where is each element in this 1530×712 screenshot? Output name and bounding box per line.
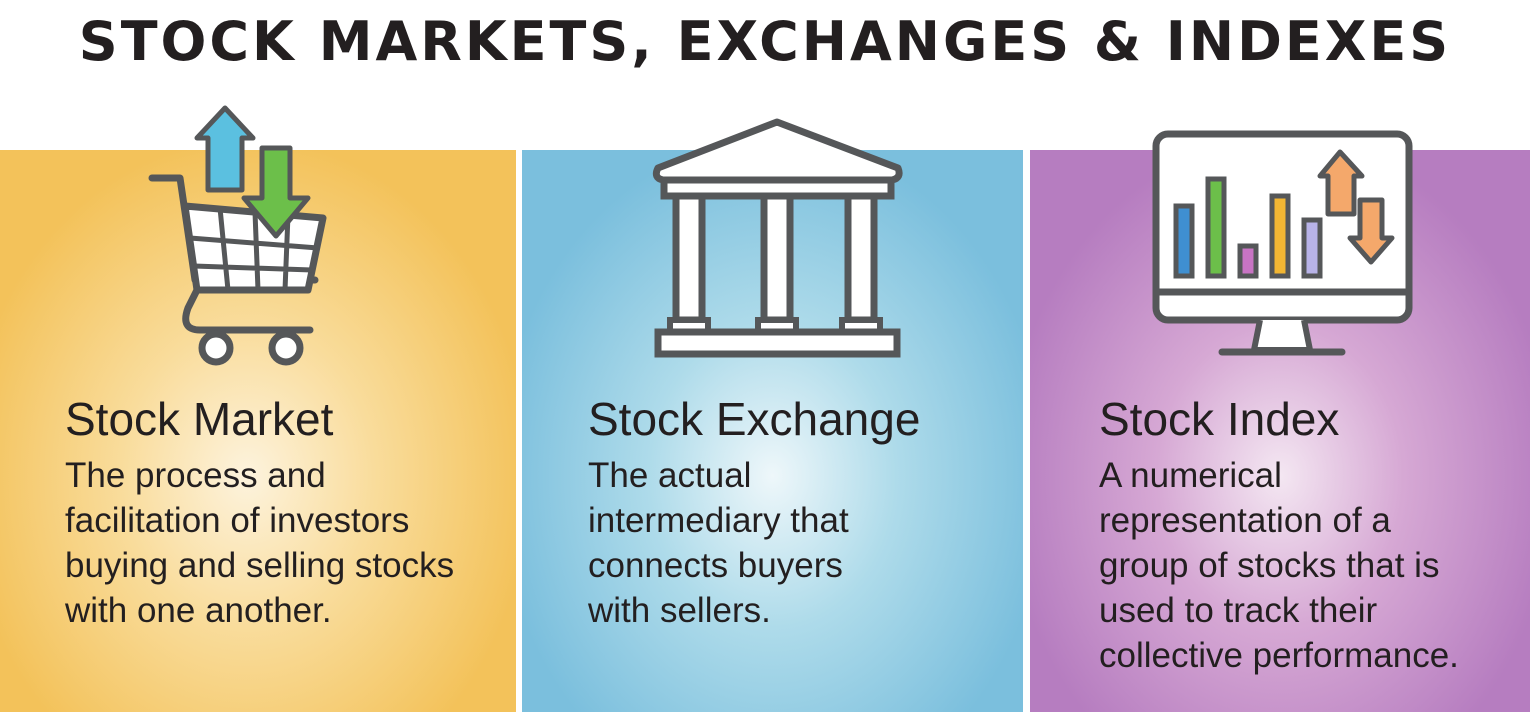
shopping-cart-arrows-icon bbox=[148, 105, 327, 366]
monitor-bar-chart-icon bbox=[1152, 130, 1413, 356]
bank-building-icon bbox=[652, 118, 903, 358]
stock-index-heading: Stock Index bbox=[1099, 393, 1340, 445]
stock-market-description: The process and facilitation of investor… bbox=[65, 456, 455, 630]
stock-index-description: A numerical representation of a group of… bbox=[1099, 456, 1459, 675]
page-title: STOCK MARKETS, EXCHANGES & INDEXES bbox=[78, 10, 1452, 73]
stock-market-heading: Stock Market bbox=[65, 393, 334, 445]
stock-exchange-heading: Stock Exchange bbox=[588, 393, 921, 445]
stock-exchange-description: The actual intermediary that connects bu… bbox=[588, 456, 849, 630]
